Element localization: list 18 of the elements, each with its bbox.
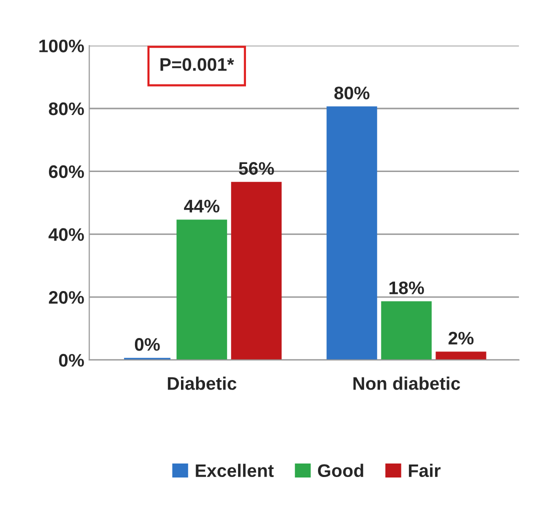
x-tick-label: Non diabetic <box>353 376 460 390</box>
y-tick-label: 20% <box>48 291 84 304</box>
legend-label: Fair <box>408 464 441 478</box>
y-tick-label: 60% <box>48 165 84 178</box>
data-label: 56% <box>238 162 274 175</box>
legend-label: Good <box>318 464 364 478</box>
y-tick-label: 0% <box>59 354 84 367</box>
data-label: 80% <box>334 86 370 100</box>
data-label: 44% <box>184 200 220 212</box>
legend-label: Excellent <box>196 464 274 478</box>
y-tick-label: 80% <box>48 102 84 116</box>
data-label: 0% <box>134 338 160 351</box>
y-tick-label: 40% <box>48 228 84 241</box>
annotation: P=0.001* <box>160 58 234 71</box>
y-tick-label: 100% <box>39 40 84 52</box>
x-tick-label: Diabetic <box>168 376 236 390</box>
data-label: 18% <box>389 281 424 294</box>
data-label: 2% <box>448 332 474 345</box>
